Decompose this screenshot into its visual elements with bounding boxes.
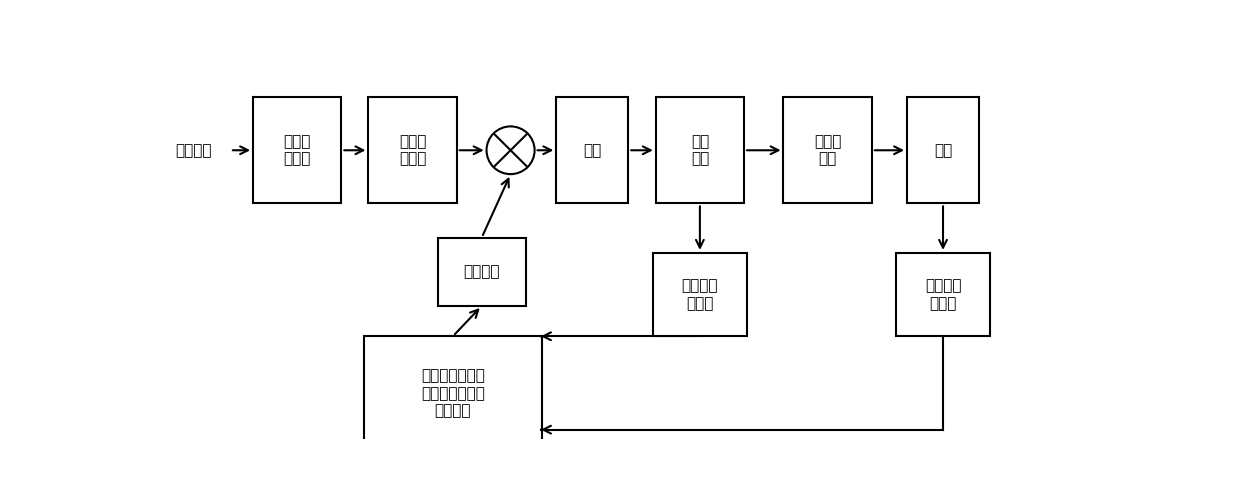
Text: 力矩
电机: 力矩 电机 [691, 134, 709, 167]
Bar [557, 97, 629, 204]
Bar [652, 253, 746, 336]
Bar [253, 97, 341, 204]
Bar [897, 253, 990, 336]
Text: 电机端光
电码盘: 电机端光 电码盘 [682, 279, 718, 311]
Ellipse shape [486, 126, 534, 174]
Bar [365, 336, 542, 450]
Text: 谐波减
速器: 谐波减 速器 [813, 134, 842, 167]
Bar [906, 97, 980, 204]
Text: 谐波减速器非线
性传输力矩模型
计算模块: 谐波减速器非线 性传输力矩模型 计算模块 [420, 368, 485, 418]
Text: 负载端光
电码盘: 负载端光 电码盘 [925, 279, 961, 311]
Bar [438, 238, 526, 306]
Text: 参考速度: 参考速度 [175, 143, 212, 158]
Text: 电流环
控制器: 电流环 控制器 [399, 134, 427, 167]
Text: 速率环
控制器: 速率环 控制器 [284, 134, 311, 167]
Bar [368, 97, 456, 204]
Bar [784, 97, 872, 204]
Text: 负载: 负载 [934, 143, 952, 158]
Bar [656, 97, 744, 204]
Text: 驱动: 驱动 [583, 143, 601, 158]
Text: 补偿模块: 补偿模块 [464, 264, 500, 279]
